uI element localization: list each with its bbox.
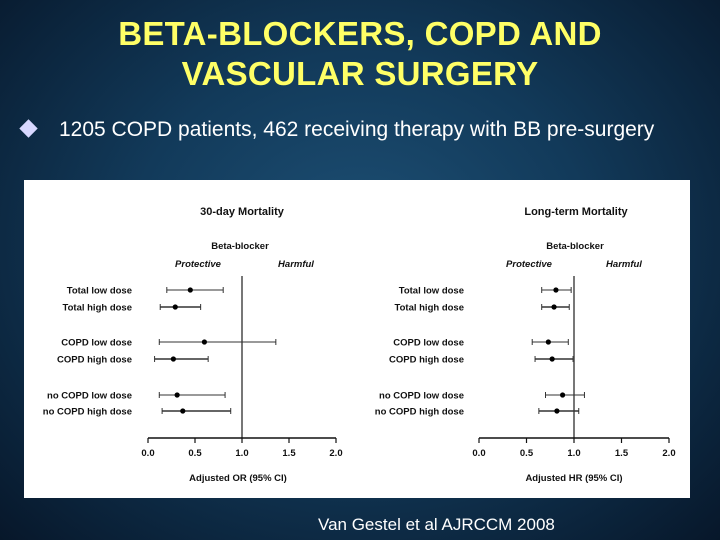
panel2-subtitle: Beta-blocker [546, 241, 604, 252]
panel2-row-label: Total high dose [395, 303, 465, 314]
panel2-row-label: COPD low dose [393, 338, 464, 349]
forest-plot-figure: 30-day Mortality Beta-blocker Protective Ha… [24, 180, 690, 498]
panel1-title: 30-day Mortality [200, 206, 285, 218]
panel1-row-label: COPD high dose [57, 355, 132, 366]
diamond-bullet-icon [19, 119, 38, 138]
panel1-tick-label: 1.5 [282, 448, 296, 459]
title-line-2: VASCULAR SURGERY [181, 55, 539, 92]
panel1-protective-label: Protective [175, 259, 222, 270]
panel1-row-label: no COPD low dose [47, 391, 132, 402]
panel1-point-estimate [187, 287, 193, 293]
panel2-tick-label: 2.0 [662, 448, 675, 459]
panel2-point-estimate [560, 392, 566, 398]
panel1-row-label: COPD low dose [61, 338, 132, 349]
panel1-tick-label: 0.0 [141, 448, 154, 459]
panel2-point-estimate [554, 408, 560, 414]
panel2-point-estimate [549, 356, 555, 362]
citation: Van Gestel et al AJRCCM 2008 [318, 515, 555, 534]
panel2-tick-label: 1.0 [567, 448, 580, 459]
panel1-point-estimate [174, 392, 180, 398]
panel2-protective-label: Protective [506, 259, 553, 270]
panel2-point-estimate [551, 304, 557, 310]
panel2-tick-label: 0.5 [520, 448, 534, 459]
panel2-harmful-label: Harmful [606, 259, 642, 270]
panel1-point-estimate [201, 339, 207, 345]
forest-plot-svg: 30-day Mortality Beta-blocker Protective Ha… [43, 206, 676, 484]
panel2-title: Long-term Mortality [524, 206, 628, 218]
panel2-point-estimate [553, 287, 559, 293]
panel2-row-label: COPD high dose [389, 355, 464, 366]
panel2-row-label: no COPD low dose [379, 391, 464, 402]
panel2-row-label: Total low dose [399, 286, 464, 297]
panel1-subtitle: Beta-blocker [211, 241, 269, 252]
panel2-tick-label: 1.5 [615, 448, 629, 459]
panel1-harmful-label: Harmful [278, 259, 314, 270]
panel1-row-label: Total low dose [67, 286, 132, 297]
bullet-text: 1205 COPD patients, 462 receiving therap… [59, 118, 655, 141]
slide-title: BETA-BLOCKERS, COPD AND VASCULAR SURGERY [0, 14, 720, 94]
panel1-tick-label: 1.0 [235, 448, 248, 459]
panel1-point-estimate [170, 356, 176, 362]
title-line-1: BETA-BLOCKERS, COPD AND [118, 15, 602, 52]
panel1-row-label: Total high dose [63, 303, 133, 314]
panel1-x-axis-label: Adjusted OR (95% CI) [189, 473, 287, 484]
panel2-point-estimate [545, 339, 551, 345]
panel1-row-label: no COPD high dose [43, 407, 132, 418]
panel1-point-estimate [180, 408, 186, 414]
panel1-tick-label: 2.0 [329, 448, 342, 459]
panel2-x-axis-label: Adjusted HR (95% CI) [525, 473, 622, 484]
panel2-row-label: no COPD high dose [375, 407, 464, 418]
panel1-tick-label: 0.5 [188, 448, 202, 459]
panel1-point-estimate [172, 304, 178, 310]
panel2-tick-label: 0.0 [472, 448, 485, 459]
